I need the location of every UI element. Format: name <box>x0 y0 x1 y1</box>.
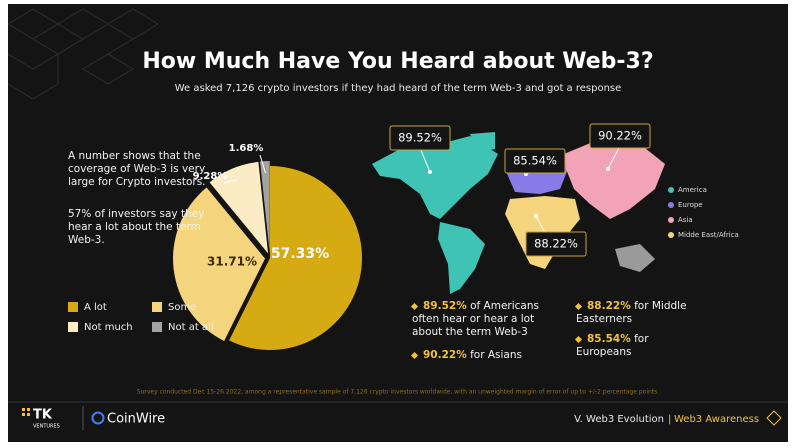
pie-label: 57.33% <box>271 246 329 262</box>
infographic: How Much Have You Heard about Web-3? We … <box>8 4 788 442</box>
legend-label: America <box>678 186 707 194</box>
legend-swatch <box>152 302 162 312</box>
diamond-icon <box>766 410 782 426</box>
section: V. Web3 Evolution <box>574 414 664 425</box>
highlight-text: of Americans often hear or hear a lot ab… <box>412 300 539 338</box>
callout-label: 90.22% <box>598 129 642 143</box>
pie-label: 9.28% <box>193 171 228 182</box>
cube-decoration <box>8 8 160 100</box>
highlight-text: for Europeans <box>576 333 649 358</box>
brand-coinwire: CoinWire <box>107 412 165 427</box>
legend-swatch <box>68 322 78 332</box>
highlight-value: 89.52% <box>423 300 467 312</box>
callout-dot <box>606 167 610 171</box>
highlight: 88.22% for Middle Easterners <box>574 300 706 326</box>
legend-label: Europe <box>678 201 703 209</box>
legend-swatch <box>668 187 674 193</box>
callout-label: 89.52% <box>398 131 442 145</box>
pie-slice <box>209 161 269 254</box>
highlight-text: for Asians <box>466 349 522 361</box>
callout-line <box>419 147 431 173</box>
section-sep: | <box>668 414 671 425</box>
callout-line <box>607 145 621 170</box>
legend-swatch <box>668 217 674 223</box>
footnote: Survey conducted Dec 15-26 2022, among a… <box>137 389 659 396</box>
legend-swatch <box>668 232 674 238</box>
highlight-value: 88.22% <box>587 300 631 312</box>
callout-dot <box>428 170 432 174</box>
legend-label: Asia <box>678 216 693 224</box>
leader-line <box>259 154 266 174</box>
callout-dot <box>534 214 538 218</box>
logo: TK VENTURES CoinWire <box>22 406 165 430</box>
map-region <box>372 132 498 294</box>
highlight-value: 85.54% <box>587 333 631 345</box>
highlight: 85.54% for Europeans <box>574 333 676 359</box>
highlight: 90.22% for Asians <box>410 349 562 362</box>
note: A number shows that the coverage of Web-… <box>68 150 206 188</box>
highlight-text: for Middle Easterners <box>576 300 687 325</box>
callout-box <box>525 231 587 257</box>
pie-slice <box>260 161 270 254</box>
legend-label: Not much <box>84 322 133 333</box>
note: 57% of investors say they hear a lot abo… <box>68 208 205 246</box>
map-region <box>615 244 655 272</box>
callout-label: 85.54% <box>513 154 557 168</box>
pie-label: 1.68% <box>229 143 264 154</box>
pie-slice <box>229 166 362 351</box>
brand-tk: TK <box>33 408 53 423</box>
callout-label: 88.22% <box>534 237 578 251</box>
legend-label: A lot <box>84 302 107 313</box>
chart: How Much Have You Heard about Web-3? We … <box>8 8 788 430</box>
highlight: 89.52% of Americans often hear or hear a… <box>410 300 562 339</box>
title: How Much Have You Heard about Web-3? <box>142 49 653 74</box>
callout-box <box>504 148 566 174</box>
legend-label: Some <box>168 302 196 313</box>
pie-slice <box>173 187 266 341</box>
pie-label: 31.71% <box>207 255 257 269</box>
topic: Web3 Awareness <box>674 414 759 425</box>
leader-line <box>223 179 238 184</box>
legend-swatch <box>68 302 78 312</box>
legend-swatch <box>152 322 162 332</box>
brand-tk-sub: VENTURES <box>33 424 60 430</box>
map-region <box>564 139 665 219</box>
subtitle: We asked 7,126 crypto investors if they … <box>175 83 622 94</box>
legend-swatch <box>668 202 674 208</box>
highlight-value: 90.22% <box>423 349 467 361</box>
legend-label: Not at all <box>168 322 214 333</box>
callout-box <box>389 125 451 151</box>
callout-box <box>589 123 651 149</box>
legend-label: Midde East/Africa <box>678 231 739 239</box>
